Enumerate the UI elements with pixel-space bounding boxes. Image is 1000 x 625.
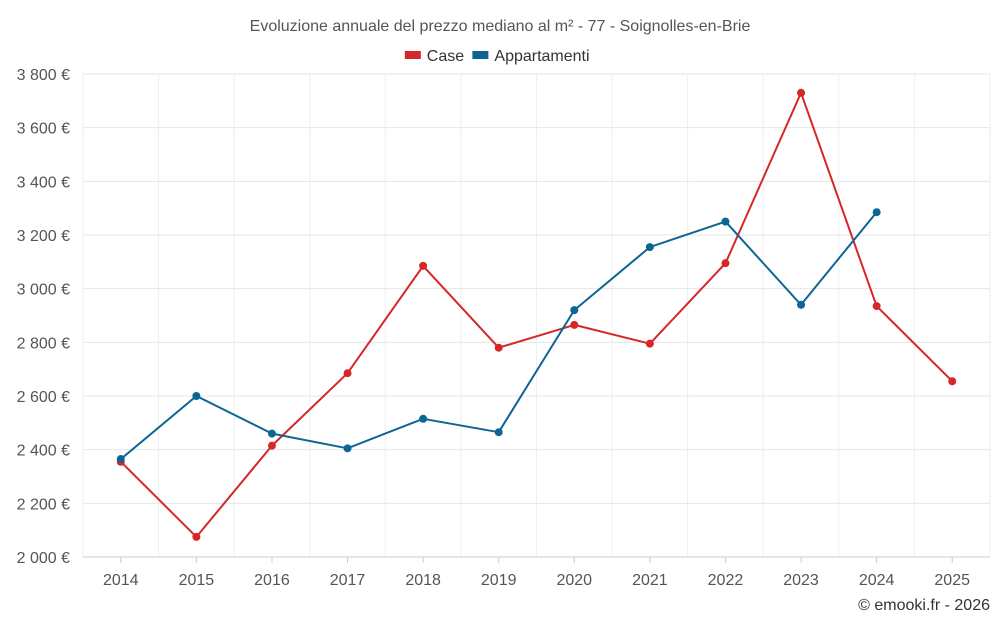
axes: 2 000 € 2 200 € 2 400 € 2 600 € 2 800 € 3 000… [17,67,990,589]
data-point-case[interactable] [797,88,806,97]
data-point-case[interactable] [343,369,352,378]
data-point-case[interactable] [419,261,428,270]
data-point-case[interactable] [645,339,654,348]
series-group [116,88,957,541]
data-point-case[interactable] [570,320,579,329]
legend: Case Appartamenti [404,48,590,65]
credit-text: © emooki.fr - 2026 [858,597,990,614]
y-tick-label: 3 200 € [17,228,70,245]
x-tick-label: 2017 [330,572,366,589]
y-tick-label: 3 000 € [17,282,70,299]
data-point-appartamenti[interactable] [192,392,201,400]
legend-item-case[interactable]: Case [404,48,464,65]
x-tick-label: 2022 [708,572,744,589]
data-point-case[interactable] [872,302,881,311]
data-point-appartamenti[interactable] [721,217,730,226]
x-tick-label: 2014 [103,572,139,589]
data-point-appartamenti[interactable] [116,455,125,464]
x-tick-label: 2023 [783,572,819,589]
data-point-case[interactable] [948,377,957,386]
x-tick-label: 2018 [405,572,441,589]
data-point-case[interactable] [721,259,730,268]
legend-swatch-case [404,51,421,59]
data-point-case[interactable] [267,441,276,450]
legend-swatch-appartamenti [472,51,489,59]
data-point-case[interactable] [192,532,201,541]
data-point-appartamenti[interactable] [494,428,503,437]
y-tick-label: 2 800 € [17,335,70,352]
grid [82,73,991,558]
series-line-case [120,91,953,538]
x-tick-label: 2024 [859,572,895,589]
x-tick-label: 2025 [934,572,970,589]
x-tick-label: 2015 [179,572,215,589]
y-tick-label: 2 400 € [17,443,70,460]
x-tick-label: 2020 [556,572,592,589]
data-point-appartamenti[interactable] [645,243,654,252]
legend-item-appartamenti[interactable]: Appartamenti [472,48,590,65]
data-point-appartamenti[interactable] [872,208,881,217]
x-tick-label: 2016 [254,572,290,589]
data-point-appartamenti[interactable] [797,300,806,309]
chart-title: Evoluzione annuale del prezzo mediano al… [250,18,751,35]
y-tick-label: 3 600 € [17,121,70,138]
y-tick-label: 2 600 € [17,389,70,406]
y-tick-label: 2 200 € [17,496,70,513]
y-tick-label: 3 400 € [17,174,70,191]
x-tick-label: 2019 [481,572,517,589]
y-tick-label: 3 800 € [17,67,70,84]
data-point-case[interactable] [494,343,503,352]
x-tick-label: 2021 [632,572,668,589]
data-point-appartamenti[interactable] [267,429,276,438]
legend-label-appartamenti: Appartamenti [494,48,589,65]
legend-label-case: Case [427,48,464,65]
data-point-appartamenti[interactable] [419,414,428,423]
y-tick-label: 2 000 € [17,550,70,567]
data-point-appartamenti[interactable] [570,306,579,315]
data-point-appartamenti[interactable] [343,444,352,453]
